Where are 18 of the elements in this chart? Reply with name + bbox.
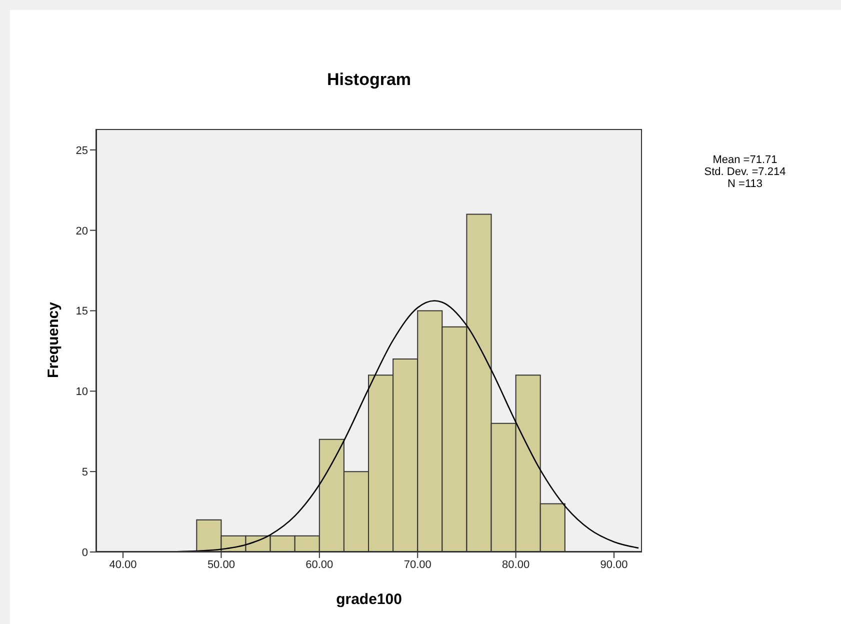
y-axis-title: Frequency <box>45 301 63 380</box>
x-axis-title: grade100 <box>335 591 403 608</box>
y-tick-label: 0 <box>82 547 88 559</box>
x-tick-label: 90.00 <box>600 558 628 571</box>
x-tick-label: 50.00 <box>207 558 235 571</box>
text: Std. Dev. =7.214 <box>703 166 787 178</box>
y-tick-label: 20 <box>76 225 88 238</box>
text: N =113 <box>726 178 764 190</box>
x-tick-label: 70.00 <box>404 558 432 571</box>
x-tick-label: 80.00 <box>502 558 530 571</box>
y-tick-label: 25 <box>76 144 88 157</box>
y-tick-label: 5 <box>82 466 88 479</box>
x-tick-label: 40.00 <box>109 558 137 571</box>
y-tick-label: 15 <box>76 306 88 318</box>
x-tick-label: 60.00 <box>306 558 334 571</box>
y-tick-label: 10 <box>76 386 88 398</box>
text: Mean =71.71 <box>712 154 778 166</box>
chart-title: Histogram <box>326 70 412 90</box>
